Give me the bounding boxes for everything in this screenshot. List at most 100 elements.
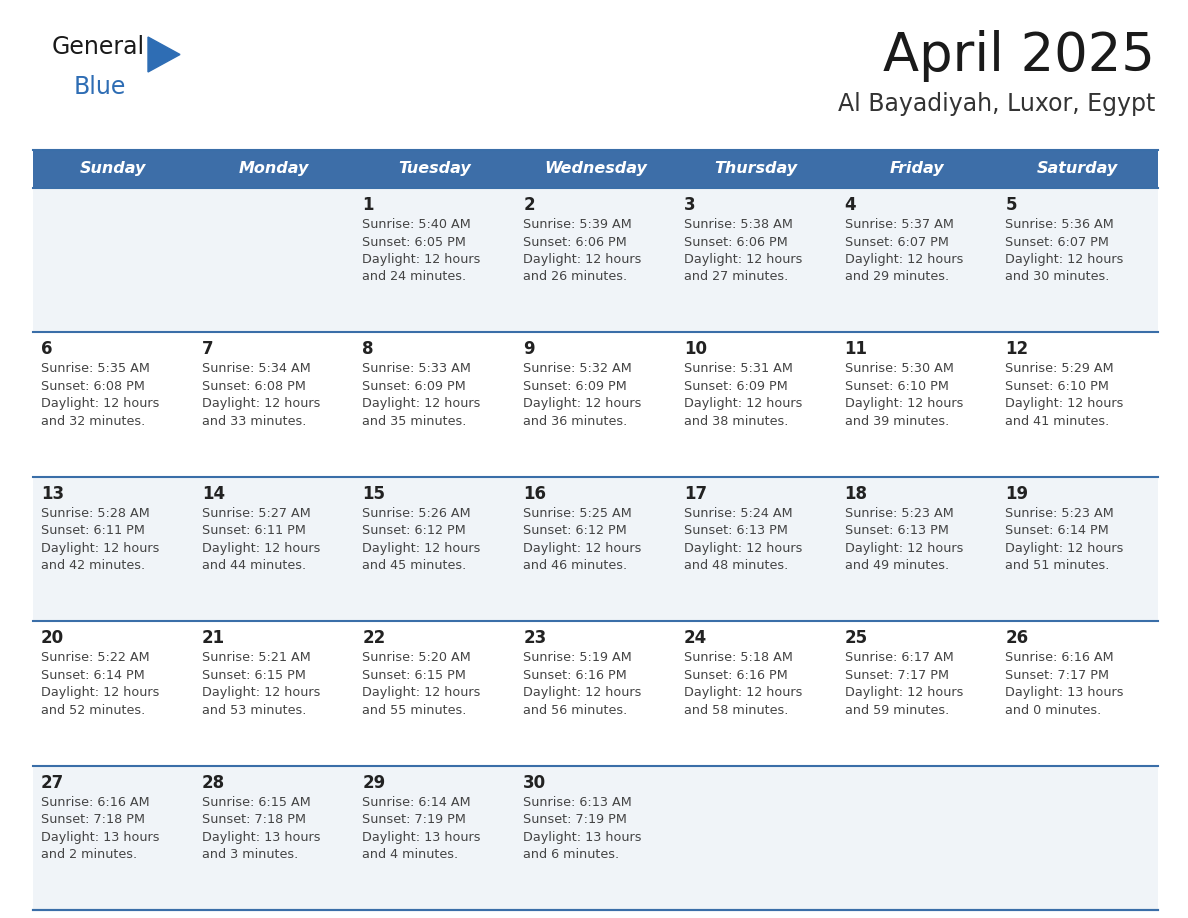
Text: Sunrise: 6:13 AM
Sunset: 7:19 PM
Daylight: 13 hours
and 6 minutes.: Sunrise: 6:13 AM Sunset: 7:19 PM Dayligh… xyxy=(523,796,642,861)
Text: 12: 12 xyxy=(1005,341,1029,358)
Bar xyxy=(997,621,1158,766)
Text: 10: 10 xyxy=(684,341,707,358)
Bar xyxy=(997,188,1158,332)
Text: Sunrise: 6:16 AM
Sunset: 7:17 PM
Daylight: 13 hours
and 0 minutes.: Sunrise: 6:16 AM Sunset: 7:17 PM Dayligh… xyxy=(1005,651,1124,717)
Text: 4: 4 xyxy=(845,196,857,214)
Bar xyxy=(194,766,354,910)
Polygon shape xyxy=(148,37,181,72)
Text: Sunrise: 6:14 AM
Sunset: 7:19 PM
Daylight: 13 hours
and 4 minutes.: Sunrise: 6:14 AM Sunset: 7:19 PM Dayligh… xyxy=(362,796,481,861)
Bar xyxy=(354,476,516,621)
Text: 5: 5 xyxy=(1005,196,1017,214)
Text: 6: 6 xyxy=(42,341,52,358)
Text: 16: 16 xyxy=(523,485,546,503)
Bar xyxy=(836,476,997,621)
Bar xyxy=(516,188,676,332)
Text: Sunrise: 5:21 AM
Sunset: 6:15 PM
Daylight: 12 hours
and 53 minutes.: Sunrise: 5:21 AM Sunset: 6:15 PM Dayligh… xyxy=(202,651,320,717)
Text: 2: 2 xyxy=(523,196,535,214)
Text: Blue: Blue xyxy=(74,75,126,99)
Text: Sunrise: 6:16 AM
Sunset: 7:18 PM
Daylight: 13 hours
and 2 minutes.: Sunrise: 6:16 AM Sunset: 7:18 PM Dayligh… xyxy=(42,796,159,861)
Text: 23: 23 xyxy=(523,629,546,647)
Text: 1: 1 xyxy=(362,196,374,214)
Text: Sunrise: 5:25 AM
Sunset: 6:12 PM
Daylight: 12 hours
and 46 minutes.: Sunrise: 5:25 AM Sunset: 6:12 PM Dayligh… xyxy=(523,507,642,572)
Text: Sunday: Sunday xyxy=(80,162,146,176)
Text: Wednesday: Wednesday xyxy=(544,162,647,176)
Text: Sunrise: 5:23 AM
Sunset: 6:13 PM
Daylight: 12 hours
and 49 minutes.: Sunrise: 5:23 AM Sunset: 6:13 PM Dayligh… xyxy=(845,507,963,572)
Text: General: General xyxy=(52,35,145,59)
Bar xyxy=(33,476,194,621)
Text: 17: 17 xyxy=(684,485,707,503)
Bar xyxy=(33,188,194,332)
Text: Sunrise: 5:22 AM
Sunset: 6:14 PM
Daylight: 12 hours
and 52 minutes.: Sunrise: 5:22 AM Sunset: 6:14 PM Dayligh… xyxy=(42,651,159,717)
Text: Tuesday: Tuesday xyxy=(398,162,472,176)
Text: Sunrise: 5:20 AM
Sunset: 6:15 PM
Daylight: 12 hours
and 55 minutes.: Sunrise: 5:20 AM Sunset: 6:15 PM Dayligh… xyxy=(362,651,481,717)
Text: 14: 14 xyxy=(202,485,225,503)
Text: Friday: Friday xyxy=(890,162,944,176)
Text: Sunrise: 6:15 AM
Sunset: 7:18 PM
Daylight: 13 hours
and 3 minutes.: Sunrise: 6:15 AM Sunset: 7:18 PM Dayligh… xyxy=(202,796,321,861)
Bar xyxy=(836,188,997,332)
Text: 24: 24 xyxy=(684,629,707,647)
Text: 18: 18 xyxy=(845,485,867,503)
Bar xyxy=(997,332,1158,476)
Bar xyxy=(836,766,997,910)
Text: 20: 20 xyxy=(42,629,64,647)
Text: Monday: Monday xyxy=(239,162,309,176)
Text: 21: 21 xyxy=(202,629,225,647)
Text: Sunrise: 5:35 AM
Sunset: 6:08 PM
Daylight: 12 hours
and 32 minutes.: Sunrise: 5:35 AM Sunset: 6:08 PM Dayligh… xyxy=(42,363,159,428)
Bar xyxy=(194,150,354,188)
Bar xyxy=(836,332,997,476)
Text: 8: 8 xyxy=(362,341,374,358)
Bar xyxy=(516,332,676,476)
Text: 11: 11 xyxy=(845,341,867,358)
Text: 27: 27 xyxy=(42,774,64,791)
Text: Sunrise: 6:17 AM
Sunset: 7:17 PM
Daylight: 12 hours
and 59 minutes.: Sunrise: 6:17 AM Sunset: 7:17 PM Dayligh… xyxy=(845,651,963,717)
Text: Sunrise: 5:23 AM
Sunset: 6:14 PM
Daylight: 12 hours
and 51 minutes.: Sunrise: 5:23 AM Sunset: 6:14 PM Dayligh… xyxy=(1005,507,1124,572)
Text: 29: 29 xyxy=(362,774,386,791)
Text: 7: 7 xyxy=(202,341,214,358)
Bar xyxy=(354,150,516,188)
Bar xyxy=(676,476,836,621)
Bar xyxy=(997,150,1158,188)
Text: 22: 22 xyxy=(362,629,386,647)
Bar xyxy=(354,766,516,910)
Text: 15: 15 xyxy=(362,485,385,503)
Text: Sunrise: 5:19 AM
Sunset: 6:16 PM
Daylight: 12 hours
and 56 minutes.: Sunrise: 5:19 AM Sunset: 6:16 PM Dayligh… xyxy=(523,651,642,717)
Bar xyxy=(33,150,194,188)
Text: Sunrise: 5:27 AM
Sunset: 6:11 PM
Daylight: 12 hours
and 44 minutes.: Sunrise: 5:27 AM Sunset: 6:11 PM Dayligh… xyxy=(202,507,320,572)
Bar xyxy=(836,621,997,766)
Text: Sunrise: 5:31 AM
Sunset: 6:09 PM
Daylight: 12 hours
and 38 minutes.: Sunrise: 5:31 AM Sunset: 6:09 PM Dayligh… xyxy=(684,363,802,428)
Bar xyxy=(33,766,194,910)
Text: Sunrise: 5:39 AM
Sunset: 6:06 PM
Daylight: 12 hours
and 26 minutes.: Sunrise: 5:39 AM Sunset: 6:06 PM Dayligh… xyxy=(523,218,642,284)
Text: Thursday: Thursday xyxy=(715,162,798,176)
Bar xyxy=(676,332,836,476)
Bar xyxy=(194,188,354,332)
Bar xyxy=(516,476,676,621)
Bar xyxy=(676,188,836,332)
Bar xyxy=(516,150,676,188)
Bar xyxy=(997,766,1158,910)
Text: Sunrise: 5:34 AM
Sunset: 6:08 PM
Daylight: 12 hours
and 33 minutes.: Sunrise: 5:34 AM Sunset: 6:08 PM Dayligh… xyxy=(202,363,320,428)
Bar xyxy=(33,621,194,766)
Text: Sunrise: 5:40 AM
Sunset: 6:05 PM
Daylight: 12 hours
and 24 minutes.: Sunrise: 5:40 AM Sunset: 6:05 PM Dayligh… xyxy=(362,218,481,284)
Text: Sunrise: 5:18 AM
Sunset: 6:16 PM
Daylight: 12 hours
and 58 minutes.: Sunrise: 5:18 AM Sunset: 6:16 PM Dayligh… xyxy=(684,651,802,717)
Bar xyxy=(33,332,194,476)
Bar xyxy=(516,621,676,766)
Text: Sunrise: 5:32 AM
Sunset: 6:09 PM
Daylight: 12 hours
and 36 minutes.: Sunrise: 5:32 AM Sunset: 6:09 PM Dayligh… xyxy=(523,363,642,428)
Bar xyxy=(354,188,516,332)
Text: Sunrise: 5:37 AM
Sunset: 6:07 PM
Daylight: 12 hours
and 29 minutes.: Sunrise: 5:37 AM Sunset: 6:07 PM Dayligh… xyxy=(845,218,963,284)
Bar xyxy=(676,621,836,766)
Bar xyxy=(354,332,516,476)
Bar xyxy=(676,150,836,188)
Text: April 2025: April 2025 xyxy=(883,30,1155,82)
Text: 13: 13 xyxy=(42,485,64,503)
Text: Sunrise: 5:29 AM
Sunset: 6:10 PM
Daylight: 12 hours
and 41 minutes.: Sunrise: 5:29 AM Sunset: 6:10 PM Dayligh… xyxy=(1005,363,1124,428)
Text: 26: 26 xyxy=(1005,629,1029,647)
Text: Sunrise: 5:26 AM
Sunset: 6:12 PM
Daylight: 12 hours
and 45 minutes.: Sunrise: 5:26 AM Sunset: 6:12 PM Dayligh… xyxy=(362,507,481,572)
Text: Sunrise: 5:30 AM
Sunset: 6:10 PM
Daylight: 12 hours
and 39 minutes.: Sunrise: 5:30 AM Sunset: 6:10 PM Dayligh… xyxy=(845,363,963,428)
Text: 28: 28 xyxy=(202,774,225,791)
Text: 25: 25 xyxy=(845,629,867,647)
Bar xyxy=(676,766,836,910)
Bar xyxy=(516,766,676,910)
Text: Sunrise: 5:24 AM
Sunset: 6:13 PM
Daylight: 12 hours
and 48 minutes.: Sunrise: 5:24 AM Sunset: 6:13 PM Dayligh… xyxy=(684,507,802,572)
Text: Sunrise: 5:38 AM
Sunset: 6:06 PM
Daylight: 12 hours
and 27 minutes.: Sunrise: 5:38 AM Sunset: 6:06 PM Dayligh… xyxy=(684,218,802,284)
Bar xyxy=(836,150,997,188)
